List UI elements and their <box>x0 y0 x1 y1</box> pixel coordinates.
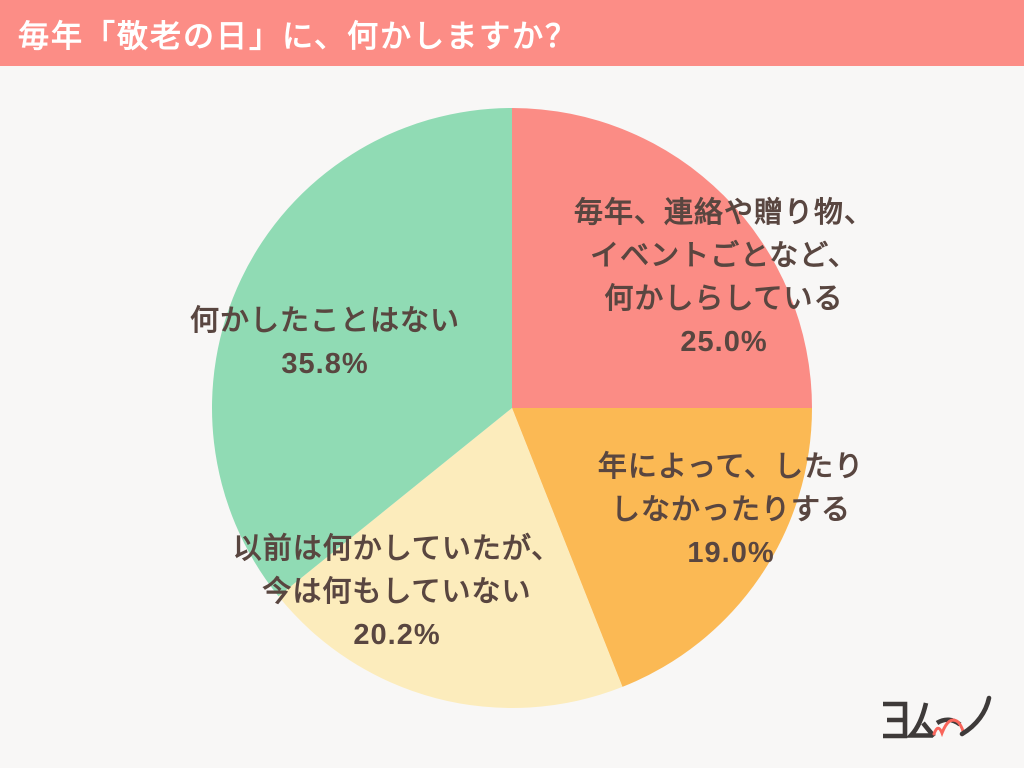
pie-label-used-to: 以前は何かしていたが、 今は何もしていない 20.2% <box>177 528 617 657</box>
pie-label-some-years: 年によって、したり しなかったりする 19.0% <box>511 446 951 575</box>
pie-label-text: 毎年、連絡や贈り物、 イベントごとなど、 何かしらしている <box>573 197 874 315</box>
pie-label-value: 25.0% <box>680 326 768 358</box>
pie-slice-1 <box>512 408 812 687</box>
pie-label-annual: 毎年、連絡や贈り物、 イベントごとなど、 何かしらしている 25.0% <box>504 192 944 364</box>
yomuno-logo-icon <box>883 695 992 739</box>
header-bar: 毎年「敬老の日」に、何かしますか？ <box>0 0 1024 66</box>
pie-label-never: 何かしたことはない 35.8% <box>105 300 545 386</box>
page-title: 毎年「敬老の日」に、何かしますか？ <box>18 18 579 54</box>
pie-slice-0 <box>512 108 812 408</box>
pie-slice-2 <box>278 408 623 708</box>
pie-label-value: 19.0% <box>687 537 775 569</box>
pie-slice-3 <box>211 108 512 597</box>
pie-label-text: 年によって、したり しなかったりする <box>597 451 865 526</box>
pie-label-text: 以前は何かしていたが、 今は何もしていない <box>232 533 562 608</box>
pie-label-value: 20.2% <box>353 619 441 651</box>
pie-label-text: 何かしたことはない <box>189 305 460 337</box>
yomuno-logo: ヨムーノ <box>875 690 995 750</box>
pie-label-value: 35.8% <box>281 348 369 380</box>
